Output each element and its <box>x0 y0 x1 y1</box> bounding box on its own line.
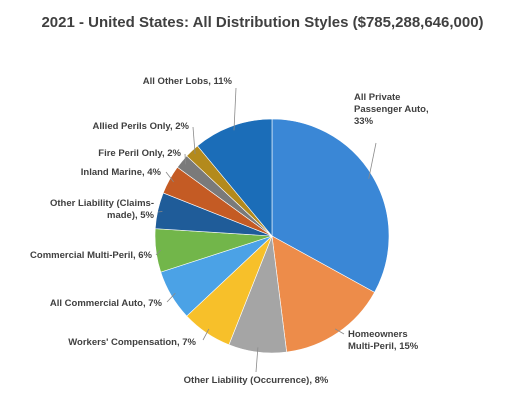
leader-line <box>233 87 237 131</box>
leader-line <box>334 328 345 335</box>
leader-line <box>202 328 210 341</box>
slice-label: Fire Peril Only, 2% <box>98 148 181 159</box>
slice-label: Allied Perils Only, 2% <box>93 121 190 132</box>
pie-slice <box>196 118 273 237</box>
pie-slice <box>271 235 375 353</box>
slice-label: Other Liability (Claims-made), 5% <box>50 198 155 221</box>
leader-line <box>368 142 377 179</box>
slice-label: All Other Lobs, 11% <box>143 76 233 87</box>
chart-title: 2021 - United States: All Distribution S… <box>41 14 484 31</box>
leader-line <box>165 171 174 183</box>
slice-label: Other Liability (Occurrence), 8% <box>184 375 329 386</box>
slice-label: Homeowners Multi-Peril, 15% <box>348 329 419 352</box>
slice-label: All Private Passenger Auto, 33% <box>354 92 429 127</box>
leader-line <box>155 249 161 256</box>
slice-label: Commercial Multi-Peril, 6% <box>30 250 153 261</box>
slice-label: Workers' Compensation, 7% <box>68 337 196 348</box>
slice-label: All Commercial Auto, 7% <box>50 298 163 309</box>
leader-line <box>166 292 176 303</box>
leader-line <box>184 153 186 165</box>
leader-line <box>255 347 259 373</box>
slice-label: Inland Marine, 4% <box>81 167 162 178</box>
leader-line <box>157 211 163 213</box>
pie-slice <box>271 118 390 293</box>
leader-line <box>192 126 196 155</box>
